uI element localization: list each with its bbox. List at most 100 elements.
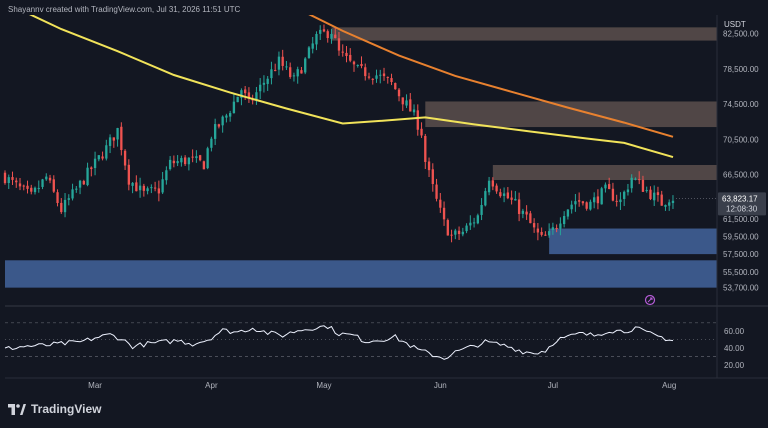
candle-up xyxy=(330,33,333,39)
candle-down xyxy=(638,179,641,181)
candle-down xyxy=(386,76,389,78)
alert-icon[interactable] xyxy=(644,294,656,306)
resistance-zone xyxy=(492,165,717,180)
candle-down xyxy=(18,183,22,187)
candle-up xyxy=(78,180,82,188)
candle-up xyxy=(262,82,266,85)
candle-down xyxy=(367,76,371,78)
candle-down xyxy=(611,188,615,201)
attribution-text: Shayannv created with TradingView.com, J… xyxy=(8,5,241,14)
candle-up xyxy=(653,192,656,201)
candle-up xyxy=(664,204,667,207)
candle-down xyxy=(26,185,29,189)
candle-down xyxy=(401,97,404,105)
price-tick-label: 57,500.00 xyxy=(723,250,759,259)
candle-up xyxy=(472,222,476,224)
candle-up xyxy=(33,187,37,193)
candle-down xyxy=(198,155,202,161)
candle-up xyxy=(67,198,70,200)
currency-label: USDT xyxy=(724,20,746,29)
candle-down xyxy=(555,227,558,229)
candle-up xyxy=(75,188,78,190)
rsi-tick-label: 20.00 xyxy=(724,361,745,370)
candle-down xyxy=(135,182,138,192)
candle-down xyxy=(202,161,206,170)
rsi-line xyxy=(4,325,674,360)
candle-up xyxy=(604,184,607,189)
candle-down xyxy=(352,61,356,65)
candle-up xyxy=(131,182,134,186)
candle-up xyxy=(221,116,224,126)
candle-down xyxy=(300,70,303,74)
candle-down xyxy=(123,150,127,166)
candle-up xyxy=(668,202,671,206)
candle-down xyxy=(450,234,453,236)
candle-up xyxy=(315,33,318,45)
candle-up xyxy=(454,230,457,235)
price-tick-label: 82,500.00 xyxy=(723,30,759,39)
time-tick-label: Aug xyxy=(662,381,676,390)
candle-down xyxy=(191,156,194,158)
candle-up xyxy=(180,158,183,163)
time-tick-label: Apr xyxy=(205,381,218,390)
candle-up xyxy=(296,69,299,77)
candle-up xyxy=(559,223,562,229)
candle-down xyxy=(127,164,131,185)
candle-up xyxy=(626,189,630,193)
candle-up xyxy=(484,191,487,206)
candle-down xyxy=(495,185,498,192)
candle-up xyxy=(232,101,236,114)
candle-down xyxy=(596,196,600,204)
candle-down xyxy=(532,223,536,228)
candle-up xyxy=(619,199,622,203)
candle-up xyxy=(165,170,168,181)
candle-up xyxy=(574,201,577,205)
candle-up xyxy=(150,187,153,189)
candle-up xyxy=(551,227,555,230)
candle-up xyxy=(161,179,164,193)
candle-down xyxy=(274,70,277,72)
time-tick-label: May xyxy=(316,381,331,390)
candle-up xyxy=(266,78,269,84)
candle-down xyxy=(82,181,85,185)
price-tick-label: 74,500.00 xyxy=(723,100,759,109)
candle-up xyxy=(502,193,506,196)
candle-down xyxy=(382,73,386,77)
candle-down xyxy=(153,187,157,189)
candle-up xyxy=(634,178,637,180)
candle-up xyxy=(412,109,416,113)
candle-up xyxy=(277,56,281,70)
candle-up xyxy=(213,124,217,139)
candle-up xyxy=(476,215,479,224)
candle-down xyxy=(183,157,187,165)
candle-up xyxy=(487,180,491,193)
candle-down xyxy=(660,194,663,206)
candle-up xyxy=(86,167,89,186)
candle-down xyxy=(157,188,161,194)
candle-down xyxy=(424,135,427,162)
rsi-tick-label: 40.00 xyxy=(724,344,745,353)
candle-down xyxy=(247,92,251,99)
candle-up xyxy=(562,216,566,225)
candle-down xyxy=(517,199,521,215)
candle-up xyxy=(405,100,408,106)
candle-down xyxy=(491,180,495,187)
tradingview-wordmark: TradingView xyxy=(31,402,102,416)
candle-up xyxy=(41,179,44,187)
candle-up xyxy=(37,187,40,189)
candle-up xyxy=(292,75,296,77)
price-tick-label: 78,500.00 xyxy=(723,65,759,74)
alert-icon-ring xyxy=(644,294,656,306)
candle-down xyxy=(48,177,52,181)
candle-down xyxy=(615,200,618,202)
rsi-tick-label: 60.00 xyxy=(724,327,745,336)
candle-down xyxy=(390,78,393,83)
candle-up xyxy=(206,148,209,169)
candle-down xyxy=(525,211,528,215)
candle-up xyxy=(623,191,626,199)
candle-down xyxy=(322,29,326,32)
candle-down xyxy=(364,67,367,77)
candle-down xyxy=(172,160,176,164)
